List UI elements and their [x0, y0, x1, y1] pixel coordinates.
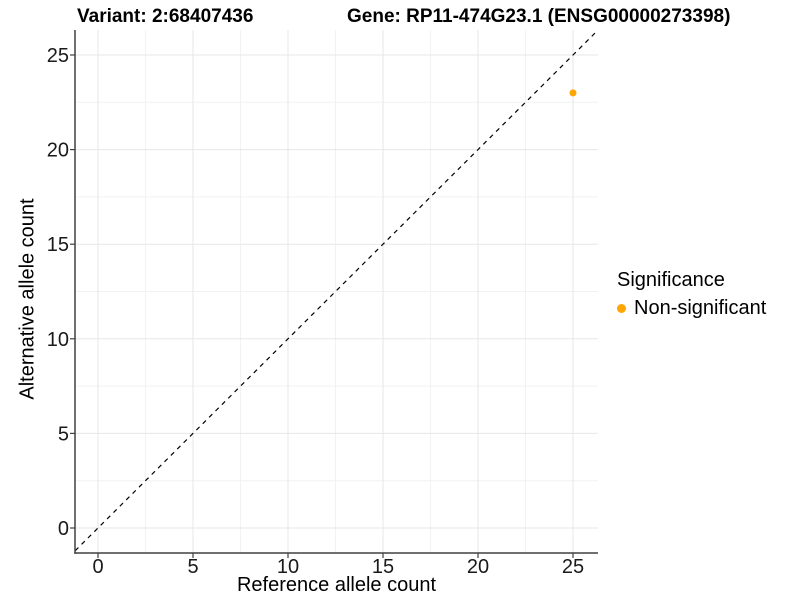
gene-title: Gene: RP11-474G23.1 (ENSG00000273398) — [347, 6, 731, 27]
x-axis-title: Reference allele count — [236, 574, 436, 596]
legend-item-label: Non-significant — [634, 297, 767, 319]
variant-title: Variant: 2:68407436 — [77, 6, 254, 27]
y-tick-label: 25 — [47, 45, 69, 67]
y-tick-label: 5 — [58, 423, 69, 445]
x-tick-label: 25 — [562, 556, 584, 578]
y-tick-label: 0 — [58, 518, 69, 540]
legend: Significance Non-significant — [617, 269, 766, 320]
x-tick-label: 5 — [187, 556, 198, 578]
x-tick-label: 20 — [467, 556, 489, 578]
y-axis-title: Alternative allele count — [16, 198, 39, 400]
legend-title: Significance — [617, 269, 725, 291]
x-tick-label: 15 — [372, 556, 394, 578]
x-tick-label: 10 — [277, 556, 299, 578]
legend-key-dot — [617, 304, 626, 313]
y-tick-label: 10 — [47, 329, 69, 351]
x-tick-label: 0 — [92, 556, 103, 578]
legend-items: Non-significant — [617, 297, 766, 320]
legend-item: Non-significant — [617, 297, 766, 320]
identity-line — [74, 29, 599, 552]
y-tick-label: 15 — [47, 234, 69, 256]
data-point — [569, 89, 577, 97]
y-tick-label: 20 — [47, 140, 69, 162]
